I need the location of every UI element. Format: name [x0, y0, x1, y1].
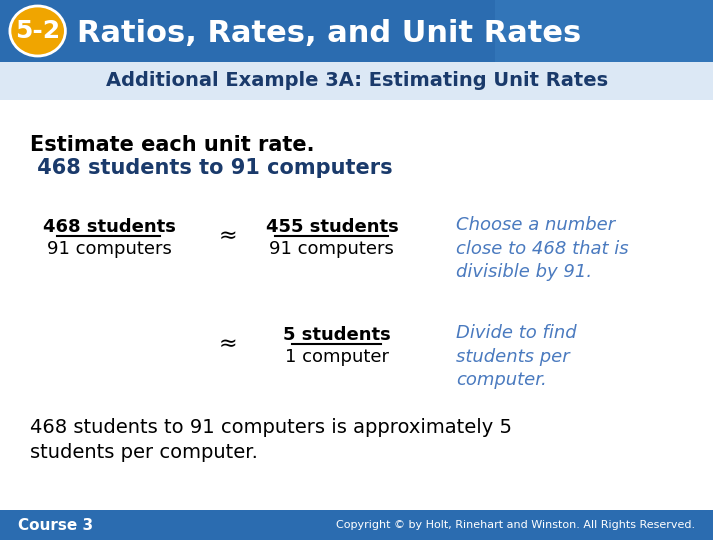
Text: Additional Example 3A: Estimating Unit Rates: Additional Example 3A: Estimating Unit R…: [106, 71, 608, 91]
Ellipse shape: [10, 6, 66, 56]
Text: Copyright © by Holt, Rinehart and Winston. All Rights Reserved.: Copyright © by Holt, Rinehart and Winsto…: [336, 520, 696, 530]
Text: 1 computer: 1 computer: [285, 348, 389, 366]
FancyBboxPatch shape: [0, 0, 714, 62]
Text: 468 students: 468 students: [42, 218, 176, 236]
Text: 455 students: 455 students: [266, 218, 398, 236]
Text: 468 students to 91 computers: 468 students to 91 computers: [30, 158, 392, 178]
Text: 91 computers: 91 computers: [269, 240, 395, 258]
Text: Choose a number
close to 468 that is
divisible by 91.: Choose a number close to 468 that is div…: [456, 216, 629, 281]
Text: 5-2: 5-2: [15, 19, 60, 43]
FancyBboxPatch shape: [0, 510, 714, 540]
Text: 5 students: 5 students: [283, 326, 391, 344]
FancyBboxPatch shape: [495, 0, 714, 62]
FancyBboxPatch shape: [0, 62, 714, 100]
Text: Estimate each unit rate.: Estimate each unit rate.: [30, 135, 314, 155]
Text: 468 students to 91 computers is approximately 5
students per computer.: 468 students to 91 computers is approxim…: [30, 418, 512, 462]
Text: ≈: ≈: [219, 226, 237, 246]
Text: Ratios, Rates, and Unit Rates: Ratios, Rates, and Unit Rates: [77, 18, 582, 48]
Text: Course 3: Course 3: [18, 517, 93, 532]
Text: Divide to find
students per
computer.: Divide to find students per computer.: [456, 324, 576, 389]
Text: 91 computers: 91 computers: [47, 240, 171, 258]
Text: ≈: ≈: [219, 334, 237, 354]
